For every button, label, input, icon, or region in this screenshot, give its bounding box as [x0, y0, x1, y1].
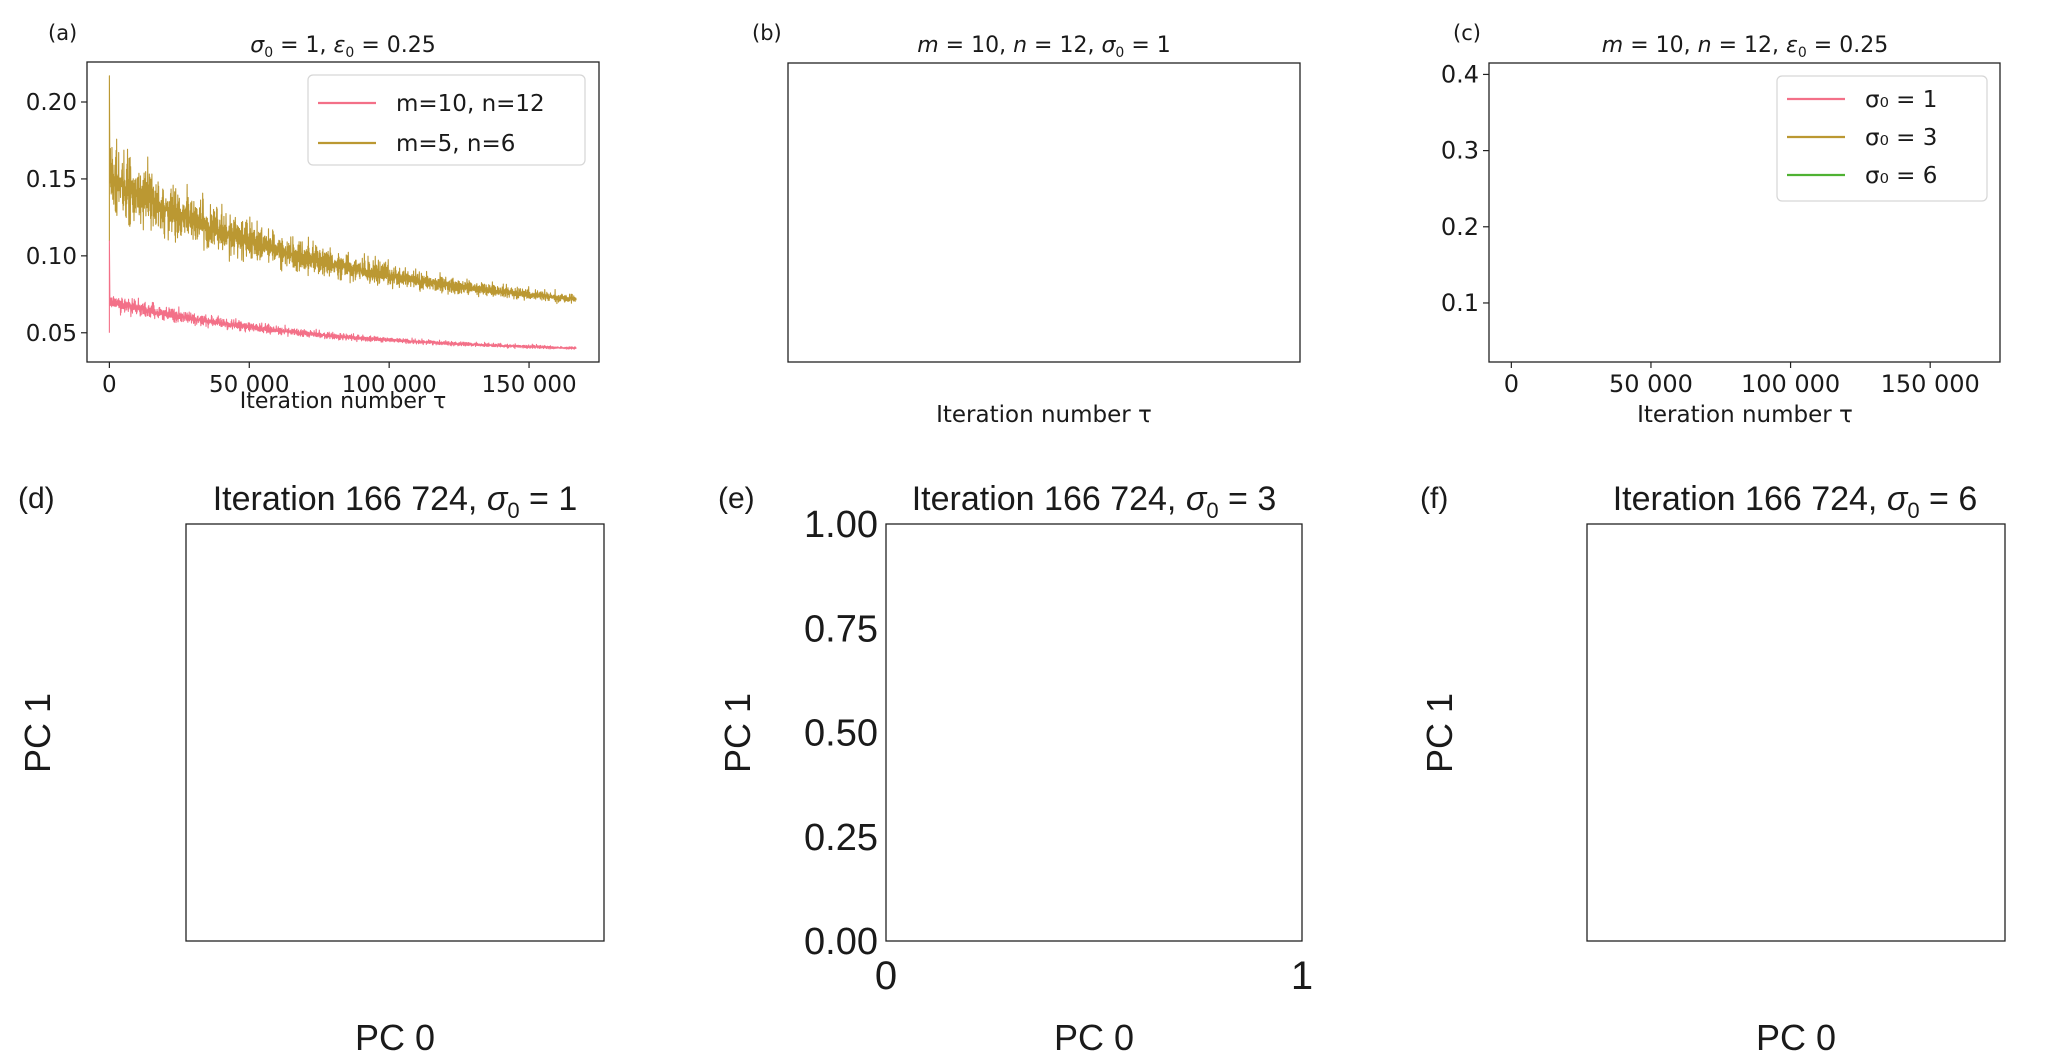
- y-tick-label: 0.20: [26, 90, 77, 116]
- x-tick-label: 100 000: [1741, 370, 1840, 398]
- series-line: [108, 239, 577, 350]
- legend-label: σ₀ = 6: [1865, 163, 1937, 189]
- y-tick-label: 0.00: [804, 921, 878, 963]
- axes-frame: [1488, 62, 2001, 363]
- chart-title: Iteration 166 724, σ0 = 3: [912, 480, 1277, 523]
- panel-b: (b) m = 10, n = 12, σ0 = 1 0 50 000 100 00…: [752, 21, 1988, 428]
- axes-frame: [885, 523, 1303, 942]
- y-ticks: 0.1 0.2 0.3 0.4: [1441, 60, 1489, 317]
- y-tick-label: 0.25: [804, 817, 878, 859]
- legend-label: m=5, n=6: [396, 131, 515, 157]
- x-tick-label: 50 000: [1609, 370, 1693, 398]
- panel-label: (d): [18, 482, 55, 515]
- x-ticks: 0 50 000 100 000 150 000: [102, 362, 577, 398]
- x-axis-label: PC 0: [355, 1017, 435, 1058]
- axes-frame: [86, 61, 600, 363]
- y-tick-label: 1.00: [804, 504, 878, 546]
- y-tick-label: 0.2: [1441, 213, 1479, 241]
- y-ticks: 0.05 0.10 0.15 0.20: [26, 90, 87, 347]
- series-line: [1511, 295, 1977, 349]
- series-line: [108, 75, 577, 305]
- chart-title: Iteration 166 724, σ0 = 6: [1613, 480, 1978, 523]
- panel-e: (e) Iteration 166 724, σ0 = 3 PC 0 PC 1: [717, 480, 1303, 1058]
- series-line: [1511, 181, 1977, 327]
- legend-frame: [1776, 75, 1988, 202]
- x-axis-label: Iteration number τ: [240, 389, 446, 414]
- y-axis-label: PC 1: [717, 693, 758, 773]
- panel-label: (a): [48, 21, 77, 45]
- panel-f: (f) Iteration 166 724, σ0 = 6 PC 0 PC 1: [1419, 480, 2006, 1058]
- x-axis-label: Iteration number τ: [936, 402, 1152, 428]
- y-tick-label: 0.4: [1441, 60, 1479, 88]
- x-tick-label: 100 000: [342, 372, 437, 398]
- panel-label: (b): [752, 21, 782, 45]
- y-tick-label: 0.15: [26, 167, 77, 193]
- axes-frame: [787, 62, 1301, 363]
- y-ticks: 0.00 0.25 0.50 0.75 1.00: [804, 504, 878, 963]
- chart-title: m = 10, n = 12, ε0 = 0.25: [1602, 33, 1888, 61]
- y-tick-label: 0.50: [804, 713, 878, 755]
- panel-a: (a) σ0 = 1, ε0 = 0.25 0 50 000 100 000 150 …: [26, 21, 600, 414]
- panel-d: (d) Iteration 166 724, σ0 = 1 PC 0 PC 1: [17, 480, 605, 1058]
- panel-label: (e): [718, 482, 755, 515]
- legend-frame: [307, 74, 586, 166]
- x-tick-label: 0: [875, 954, 897, 998]
- axes-frame: [1586, 523, 2006, 942]
- x-tick-label: 0: [102, 372, 117, 398]
- axes-frame: [185, 523, 605, 942]
- x-axis-label: Iteration number τ: [1637, 402, 1853, 428]
- chart-title: m = 10, n = 12, σ0 = 1: [917, 33, 1171, 61]
- y-tick-label: 0.3: [1441, 137, 1479, 165]
- chart-title: Iteration 166 724, σ0 = 1: [213, 480, 578, 523]
- y-tick-label: 0.05: [26, 321, 77, 347]
- chart-title: σ0 = 1, ε0 = 0.25: [250, 33, 436, 61]
- x-axis-label: PC 0: [1756, 1017, 1836, 1058]
- x-tick-label: 0: [1504, 370, 1519, 398]
- y-tick-label: 0.75: [804, 608, 878, 650]
- x-axis-label: PC 0: [1054, 1017, 1134, 1058]
- x-ticks: 0 50 000 100 000 150 000: [1504, 362, 1980, 398]
- series-layer: [108, 75, 577, 350]
- x-tick-label: 1: [1291, 954, 1313, 998]
- legend: m=10, n=12 m=5, n=6: [307, 74, 586, 166]
- y-tick-label: 0.10: [26, 244, 77, 270]
- panel-label: (c): [1453, 21, 1481, 45]
- x-tick-label: 50 000: [209, 372, 289, 398]
- legend-label: m=10, n=12: [396, 91, 545, 117]
- legend-label: σ₀ = 1: [1865, 87, 1937, 113]
- x-tick-label: 150 000: [1881, 370, 1980, 398]
- x-tick-label: 150 000: [481, 372, 576, 398]
- legend-label: σ₀ = 3: [1865, 125, 1937, 151]
- y-axis-label: PC 1: [17, 693, 58, 773]
- legend: σ₀ = 1 σ₀ = 3 σ₀ = 6: [1776, 75, 1988, 202]
- panel-label: (f): [1420, 482, 1448, 515]
- y-tick-label: 0.1: [1441, 289, 1479, 317]
- y-axis-label: PC 1: [1419, 693, 1460, 773]
